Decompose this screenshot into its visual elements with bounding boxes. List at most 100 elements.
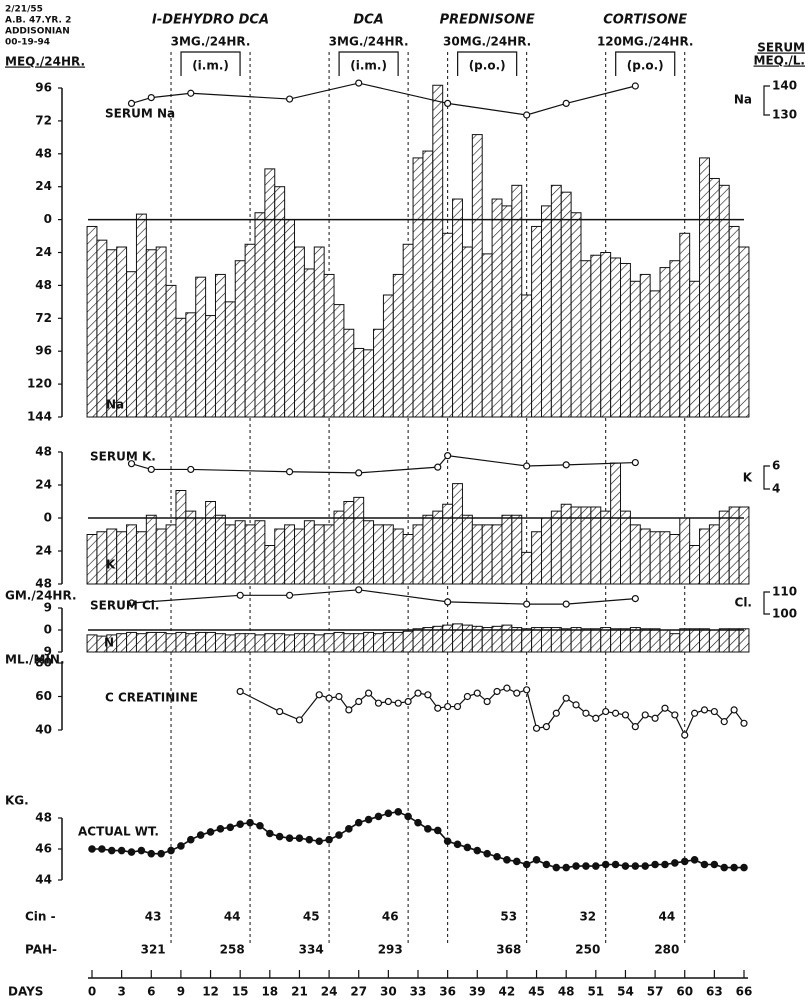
balance-bar <box>669 633 681 653</box>
x-tick-label: 36 <box>439 985 456 999</box>
series-point <box>740 863 748 872</box>
y-tick-label: 72 <box>35 311 52 325</box>
series-point <box>394 807 403 816</box>
treatment-name: PREDNISONE <box>440 13 535 28</box>
balance-bar <box>540 205 552 418</box>
series-point <box>582 709 590 717</box>
balance-bar <box>531 531 542 585</box>
y-tick-label: 144 <box>27 410 52 424</box>
series-point <box>631 458 639 467</box>
y-tick-label: 48 <box>35 811 52 825</box>
x-tick-label: 39 <box>469 985 486 999</box>
y-tick-label: 0 <box>44 623 52 637</box>
row-value: 293 <box>378 943 403 957</box>
balance-bar <box>689 280 701 418</box>
series-point <box>433 826 442 835</box>
balance-bar <box>718 510 730 585</box>
balance-bar <box>214 514 226 585</box>
balance-bar <box>96 239 108 418</box>
series-point <box>503 856 511 864</box>
series-point <box>236 820 244 829</box>
balance-bar <box>738 628 750 653</box>
balance-bar <box>264 168 276 418</box>
y-axis-label: KG. <box>5 794 29 808</box>
balance-bar <box>323 524 335 585</box>
y-axis-label: MEQ./24HR. <box>5 55 85 69</box>
row-value: 368 <box>496 943 521 957</box>
series-point <box>355 586 363 594</box>
balance-bar <box>382 524 394 585</box>
balance-bar <box>708 524 720 585</box>
balance-bar <box>106 249 118 418</box>
series-point <box>394 699 402 707</box>
series-point <box>542 723 551 731</box>
balance-bar <box>313 246 325 418</box>
treatment-dose: 30MG./24HR. <box>443 35 531 49</box>
y-axis-label: GM./24HR. <box>5 589 77 603</box>
balance-bar <box>135 633 147 653</box>
treatment-name: DCA <box>353 13 383 28</box>
balance-bar <box>244 633 256 653</box>
series-point <box>325 835 333 844</box>
series-point <box>266 829 274 838</box>
balance-bar <box>639 273 651 418</box>
y-tick-label: 9 <box>44 601 52 615</box>
series-point <box>414 818 422 827</box>
balance-bar <box>452 198 463 418</box>
series-point <box>562 694 570 702</box>
treatment-bracket <box>180 51 241 76</box>
series-point <box>523 111 531 119</box>
series-point <box>374 812 383 821</box>
series-point <box>552 863 561 872</box>
series-point <box>127 460 136 468</box>
x-tick-label: 12 <box>202 985 219 999</box>
series-point <box>236 687 244 696</box>
balance-bar <box>382 631 394 653</box>
series-point <box>463 692 471 701</box>
balance-bar <box>353 496 365 585</box>
series-point <box>295 716 304 724</box>
balance-bar <box>412 628 424 653</box>
balance-bar <box>86 225 98 418</box>
x-tick-label: 66 <box>736 985 753 999</box>
y-axis-label: ML./MIN. <box>5 653 65 667</box>
balance-bar <box>392 631 404 653</box>
series-point <box>453 702 462 711</box>
x-tick-label: 54 <box>617 985 634 999</box>
balance-bar <box>570 627 582 653</box>
series-point <box>285 95 294 103</box>
series-point <box>167 846 175 855</box>
treatment-route: (p.o.) <box>469 59 506 73</box>
treatment-bracket <box>615 51 676 76</box>
balance-bar <box>106 528 118 585</box>
balance-bar <box>639 628 651 653</box>
balance-bar <box>175 631 187 653</box>
balance-bar <box>145 631 157 653</box>
balance-bar <box>195 517 207 585</box>
series-point <box>177 842 185 850</box>
series-point <box>523 600 531 608</box>
series-point <box>335 831 343 839</box>
balance-bar <box>511 514 523 585</box>
balance-bar <box>452 483 463 585</box>
series-point <box>611 709 620 717</box>
series-point <box>196 831 205 839</box>
series-point <box>601 860 610 869</box>
series-point <box>513 689 521 697</box>
balance-bar <box>531 225 542 418</box>
series-point <box>434 463 442 471</box>
y2-name: K <box>743 471 753 485</box>
balance-bar <box>333 304 345 418</box>
balance-bar <box>145 514 157 585</box>
balance-bar <box>274 633 286 653</box>
series-point <box>700 860 709 869</box>
series-name: SERUM Na <box>105 107 175 121</box>
treatment-name: I-DEHYDRO DCA <box>152 13 269 28</box>
y-tick-label: 120 <box>27 377 52 391</box>
series-point <box>582 862 590 870</box>
series-point <box>374 699 383 707</box>
balance-bar <box>521 294 533 418</box>
y-tick-label: 0 <box>44 511 52 525</box>
balance-bar <box>550 627 562 653</box>
y-tick-label: 96 <box>35 344 52 358</box>
